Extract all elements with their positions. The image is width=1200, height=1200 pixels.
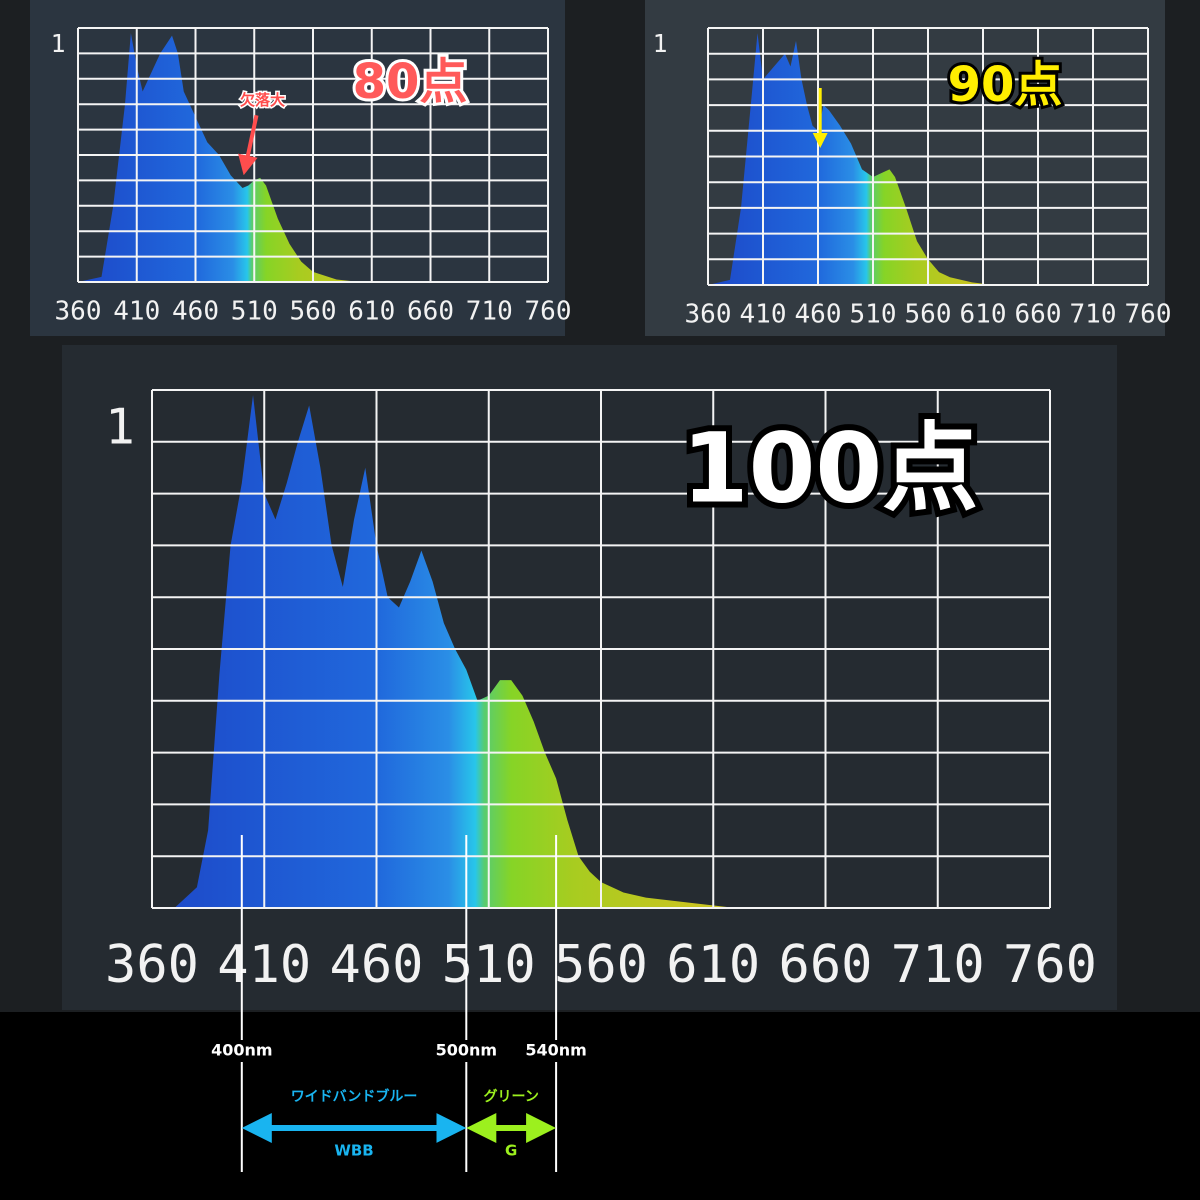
x-tick-label: 660 [1015, 299, 1062, 329]
screen [30, 0, 565, 336]
band-abbr: WBB [334, 1142, 373, 1160]
band-label: グリーン [484, 1088, 539, 1105]
x-tick-label: 360 [105, 935, 199, 995]
x-tick-label: 710 [891, 935, 985, 995]
guide-label-bg [524, 1040, 589, 1062]
x-tick-label: 410 [740, 299, 787, 329]
annotation-label: 欠落大 [240, 91, 285, 109]
x-tick-label: 560 [905, 299, 952, 329]
x-tick-label: 760 [525, 296, 572, 326]
y-tick-label: 1 [105, 398, 135, 456]
x-tick-label: 660 [779, 935, 873, 995]
x-tick-label: 610 [960, 299, 1007, 329]
x-tick-label: 360 [55, 296, 102, 326]
x-tick-label: 410 [217, 935, 311, 995]
guide-label-bg [434, 1040, 499, 1062]
y-tick-label: 1 [653, 29, 668, 58]
annotation-panel [0, 1012, 1200, 1200]
x-tick-label: 660 [407, 296, 454, 326]
x-tick-label: 510 [231, 296, 278, 326]
guide-label: 400nm [211, 1041, 272, 1060]
y-tick-label: 1 [51, 29, 66, 58]
band-abbr: G [505, 1142, 517, 1160]
guide-label-bg [209, 1040, 274, 1062]
annotation-arrow [238, 114, 259, 176]
x-tick-label: 610 [348, 296, 395, 326]
chart-title: 90点 [948, 57, 1063, 113]
x-tick-label: 460 [172, 296, 219, 326]
x-tick-label: 510 [850, 299, 897, 329]
band-label: ワイドバンドブルー [291, 1088, 418, 1105]
chart-title: 80点 [353, 54, 468, 110]
guide-label: 540nm [525, 1041, 586, 1060]
chart-title: 100点 [682, 412, 978, 524]
x-tick-label: 460 [795, 299, 842, 329]
guide-label: 500nm [436, 1041, 497, 1060]
x-tick-label: 710 [466, 296, 513, 326]
x-tick-label: 610 [666, 935, 760, 995]
x-tick-label: 510 [442, 935, 536, 995]
x-tick-label: 560 [554, 935, 648, 995]
x-tick-label: 560 [290, 296, 337, 326]
x-tick-label: 760 [1125, 299, 1172, 329]
x-tick-label: 760 [1003, 935, 1097, 995]
x-tick-label: 360 [685, 299, 732, 329]
x-tick-label: 410 [113, 296, 160, 326]
x-tick-label: 710 [1070, 299, 1117, 329]
x-tick-label: 460 [330, 935, 424, 995]
